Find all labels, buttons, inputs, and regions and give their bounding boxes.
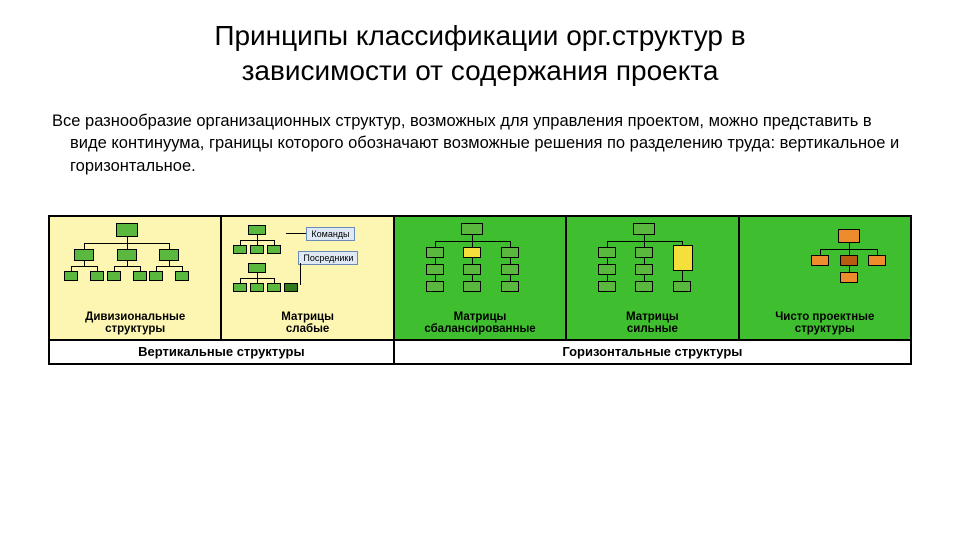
mini-chart-weak: Команды Посредники (226, 221, 388, 309)
mini-chart-strong (571, 221, 733, 309)
cell-label: Матрицысильные (571, 309, 733, 337)
cell-project: Чисто проектныеструктуры (739, 216, 911, 340)
cell-weak-matrix: Команды Посредники Матрицыслабые (221, 216, 393, 340)
annot-teams: Команды (306, 227, 354, 241)
cell-divisional: Дивизиональныеструктуры (49, 216, 221, 340)
footer-vertical: Вертикальные структуры (49, 340, 394, 364)
mini-chart-divisional (54, 221, 216, 309)
mini-chart-balanced (399, 221, 561, 309)
annot-mediators: Посредники (298, 251, 358, 265)
title-line2: зависимости от содержания проекта (242, 55, 719, 86)
cell-label: Матрицысбалансированные (399, 309, 561, 337)
cell-strong-matrix: Матрицысильные (566, 216, 738, 340)
cell-label: Чисто проектныеструктуры (744, 309, 906, 337)
continuum-diagram: Дивизиональныеструктуры К (48, 215, 912, 365)
title-line1: Принципы классификации орг.структур в (214, 20, 745, 51)
cell-label: Матрицыслабые (226, 309, 388, 337)
mini-chart-project (744, 221, 906, 309)
cell-balanced-matrix: Матрицысбалансированные (394, 216, 566, 340)
page-title: Принципы классификации орг.структур в за… (48, 18, 912, 88)
cell-label: Дивизиональныеструктуры (54, 309, 216, 337)
footer-horizontal: Горизонтальные структуры (394, 340, 911, 364)
body-paragraph: Все разнообразие организационных структу… (52, 110, 908, 177)
